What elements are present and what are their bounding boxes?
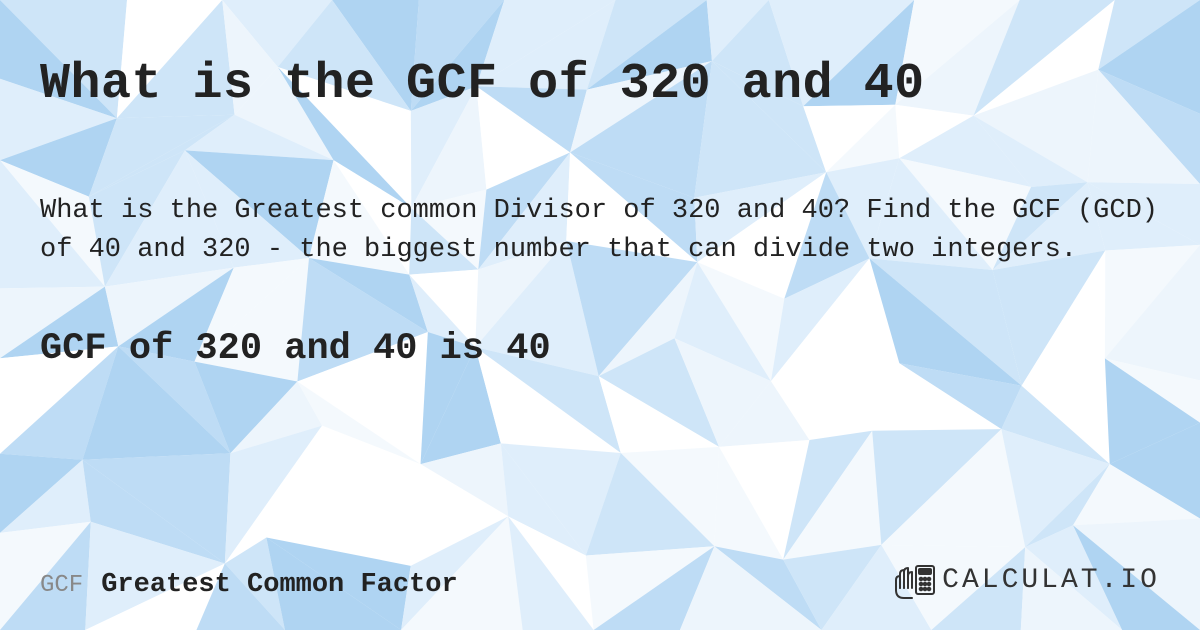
footer-abbr: GCF [40,572,83,599]
content-container: What is the GCF of 320 and 40 What is th… [0,0,1200,630]
brand-calculator-icon [892,560,936,600]
brand-text: CALCULAT.IO [942,565,1160,596]
page-title: What is the GCF of 320 and 40 [40,56,1160,114]
brand: CALCULAT.IO [892,560,1160,600]
result-heading: GCF of 320 and 40 is 40 [40,328,1160,370]
footer: GCF Greatest Common Factor [40,560,1160,600]
footer-left: GCF Greatest Common Factor [40,570,458,600]
footer-expanded: Greatest Common Factor [101,570,457,600]
description-text: What is the Greatest common Divisor of 3… [40,192,1160,270]
